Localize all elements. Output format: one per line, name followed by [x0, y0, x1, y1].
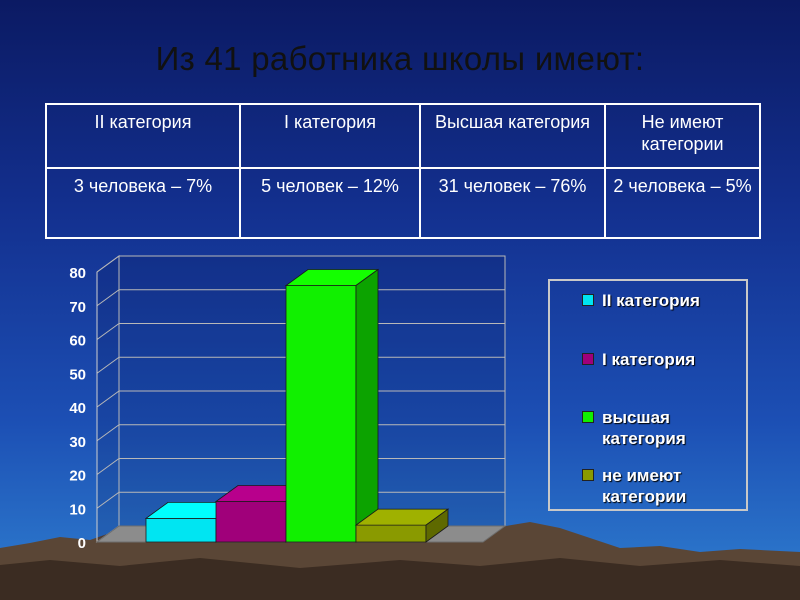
- y-tick-label: 70: [69, 299, 86, 316]
- legend-label: высшая категория: [602, 408, 686, 448]
- table-header-cell: I категория: [239, 103, 421, 169]
- table-cell: 31 человек – 76%: [419, 167, 606, 239]
- table-header-row: II категория I категория Высшая категори…: [45, 103, 761, 169]
- bar: [285, 285, 357, 543]
- gridline: [96, 491, 120, 509]
- gridline: [96, 323, 120, 340]
- gridline: [96, 289, 120, 307]
- y-tick-label: 20: [69, 468, 86, 485]
- legend-label: II категория: [602, 291, 700, 310]
- gridline: [96, 424, 120, 442]
- legend-label: не имеют категории: [602, 466, 687, 506]
- table-header-cell: Не имеют категории: [604, 103, 761, 169]
- legend-swatch: [582, 294, 594, 306]
- mountains-decor: [0, 558, 800, 600]
- legend-swatch: [582, 469, 594, 481]
- y-tick-label: 60: [69, 333, 86, 350]
- y-tick-label: 30: [69, 434, 86, 451]
- page-title: Из 41 работника школы имеют:: [155, 40, 645, 77]
- table-row: 3 человека – 7% 5 человек – 12% 31 челов…: [45, 167, 761, 239]
- legend-swatch: [582, 353, 594, 365]
- table-cell: 2 человека – 5%: [604, 167, 761, 239]
- gridline: [96, 356, 120, 374]
- gridline: [96, 255, 120, 273]
- bar: [355, 524, 427, 543]
- y-tick-label: 50: [69, 366, 86, 383]
- gridline: [96, 458, 120, 475]
- bar: [145, 517, 217, 543]
- table-header-cell: II категория: [45, 103, 241, 169]
- y-tick-label: 80: [69, 265, 86, 282]
- gridline: [96, 390, 120, 408]
- y-tick-label: 10: [69, 501, 86, 518]
- chart-legend: II категория I категория высшая категори…: [548, 279, 748, 511]
- y-tick-label: 40: [69, 400, 86, 417]
- y-tick-label: 0: [78, 535, 86, 552]
- table-cell: 3 человека – 7%: [45, 167, 241, 239]
- table-header-cell: Высшая категория: [419, 103, 606, 169]
- bar-side: [425, 508, 449, 543]
- bar: [215, 501, 287, 543]
- stats-table: II категория I категория Высшая категори…: [45, 103, 761, 239]
- bar-side: [355, 268, 379, 543]
- legend-label: I категория: [602, 350, 696, 369]
- table-cell: 5 человек – 12%: [239, 167, 421, 239]
- legend-swatch: [582, 411, 594, 423]
